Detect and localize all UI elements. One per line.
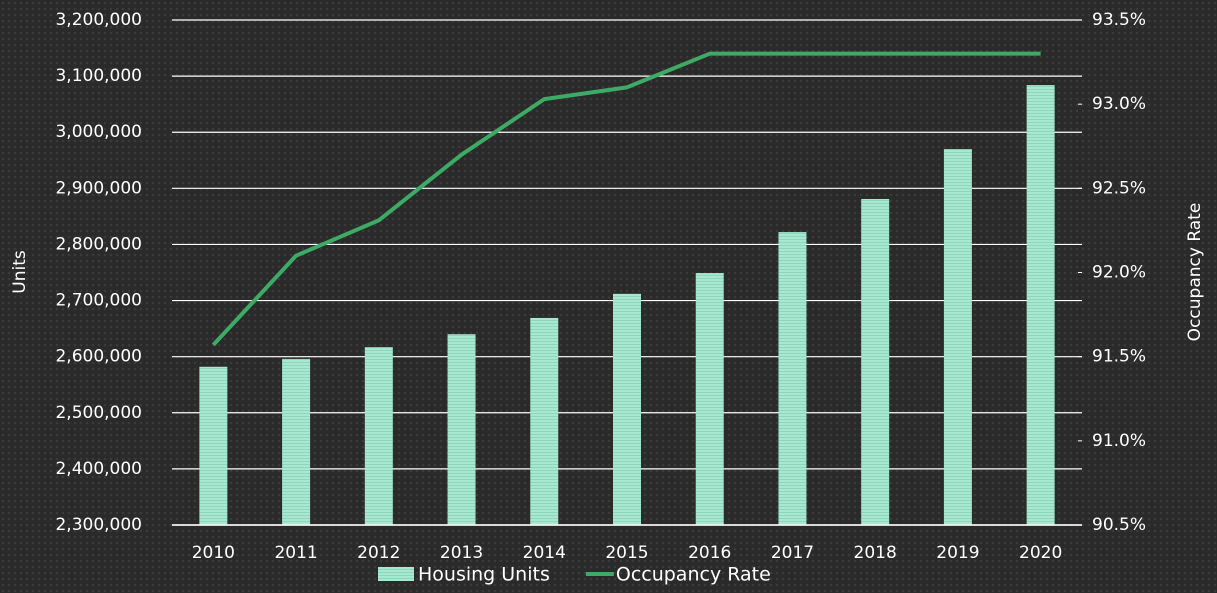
y-tick-label: 2,500,000 — [55, 403, 142, 423]
y-tick-label: 2,700,000 — [55, 291, 142, 311]
bar — [943, 149, 972, 526]
y-tick-label: 2,300,000 — [55, 515, 142, 535]
bar — [861, 198, 890, 525]
y2-tick-label: 91.5% — [1092, 347, 1146, 367]
y2-tick-label: 93.0% — [1092, 94, 1146, 114]
y-tick-label: 3,200,000 — [55, 10, 142, 30]
bar — [530, 317, 559, 525]
y-tick-label: 2,800,000 — [55, 234, 142, 254]
legend-label: Housing Units — [418, 564, 550, 586]
y2-tick-label: 93.5% — [1092, 10, 1146, 30]
bar — [364, 347, 393, 525]
x-tick-label: 2015 — [605, 543, 648, 563]
x-tick-label: 2016 — [688, 543, 731, 563]
bar — [695, 273, 724, 525]
x-tick-label: 2017 — [771, 543, 814, 563]
y-tick-label: 3,000,000 — [55, 122, 142, 142]
x-tick-label: 2019 — [936, 543, 979, 563]
legend-swatch — [378, 567, 414, 581]
x-tick-label: 2010 — [192, 543, 235, 563]
y2-tick-label: 90.5% — [1092, 515, 1146, 535]
y2-tick-label: 92.5% — [1092, 178, 1146, 198]
y-axis-title: Units — [10, 250, 30, 294]
bar — [1026, 85, 1055, 525]
y-tick-label: 2,900,000 — [55, 178, 142, 198]
y2-axis-title: Occupancy Rate — [1185, 203, 1205, 342]
x-tick-label: 2012 — [357, 543, 400, 563]
y-tick-label: 2,600,000 — [55, 347, 142, 367]
y2-tick-label: 92.0% — [1092, 263, 1146, 283]
x-tick-label: 2018 — [854, 543, 897, 563]
y2-tick-label: 91.0% — [1092, 431, 1146, 451]
x-tick-label: 2014 — [523, 543, 566, 563]
bar — [199, 366, 228, 525]
bar — [778, 232, 807, 525]
y-tick-label: 2,400,000 — [55, 459, 142, 479]
x-tick-label: 2020 — [1019, 543, 1062, 563]
bar — [282, 358, 311, 525]
bar — [447, 334, 476, 525]
x-tick-label: 2013 — [440, 543, 483, 563]
bar — [613, 293, 641, 525]
x-tick-label: 2011 — [274, 543, 317, 563]
legend-label: Occupancy Rate — [616, 564, 771, 586]
line — [211, 51, 1041, 347]
y-tick-label: 3,100,000 — [55, 66, 142, 86]
